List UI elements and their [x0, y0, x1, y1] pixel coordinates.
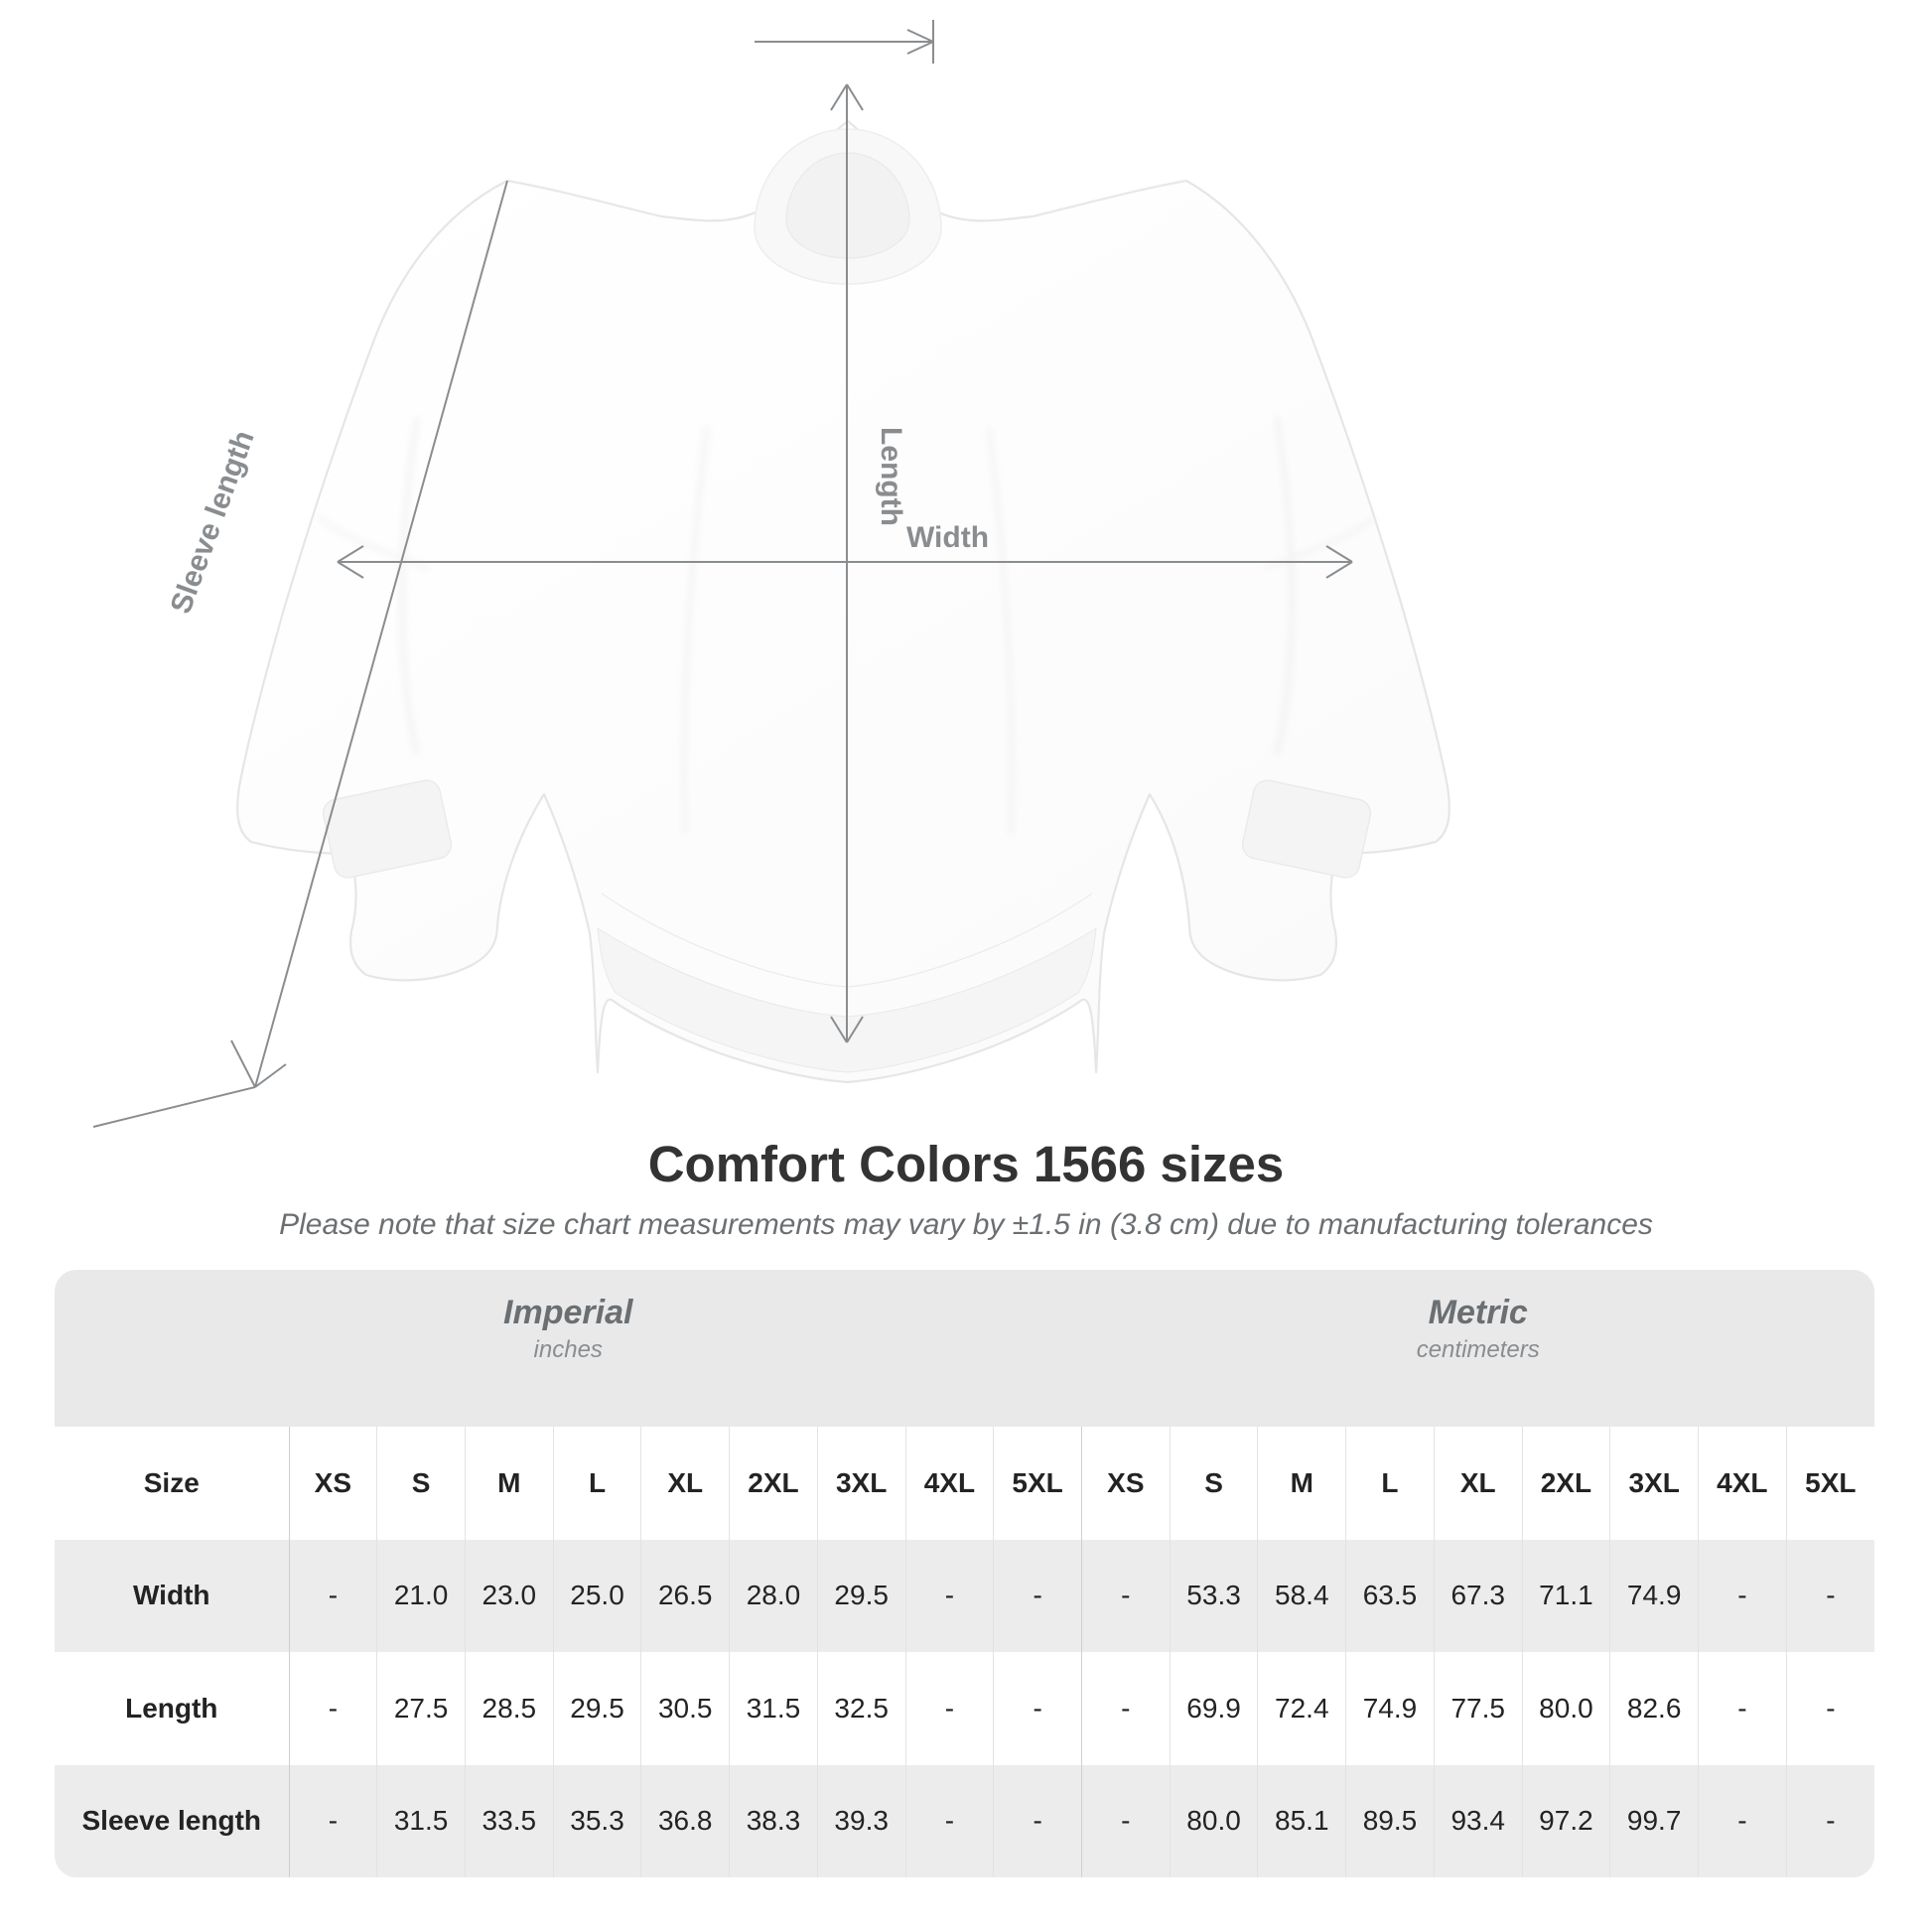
svg-text:Length: Length	[875, 427, 907, 526]
svg-text:Sleeve length: Sleeve length	[165, 426, 261, 618]
svg-text:Width: Width	[906, 521, 989, 554]
